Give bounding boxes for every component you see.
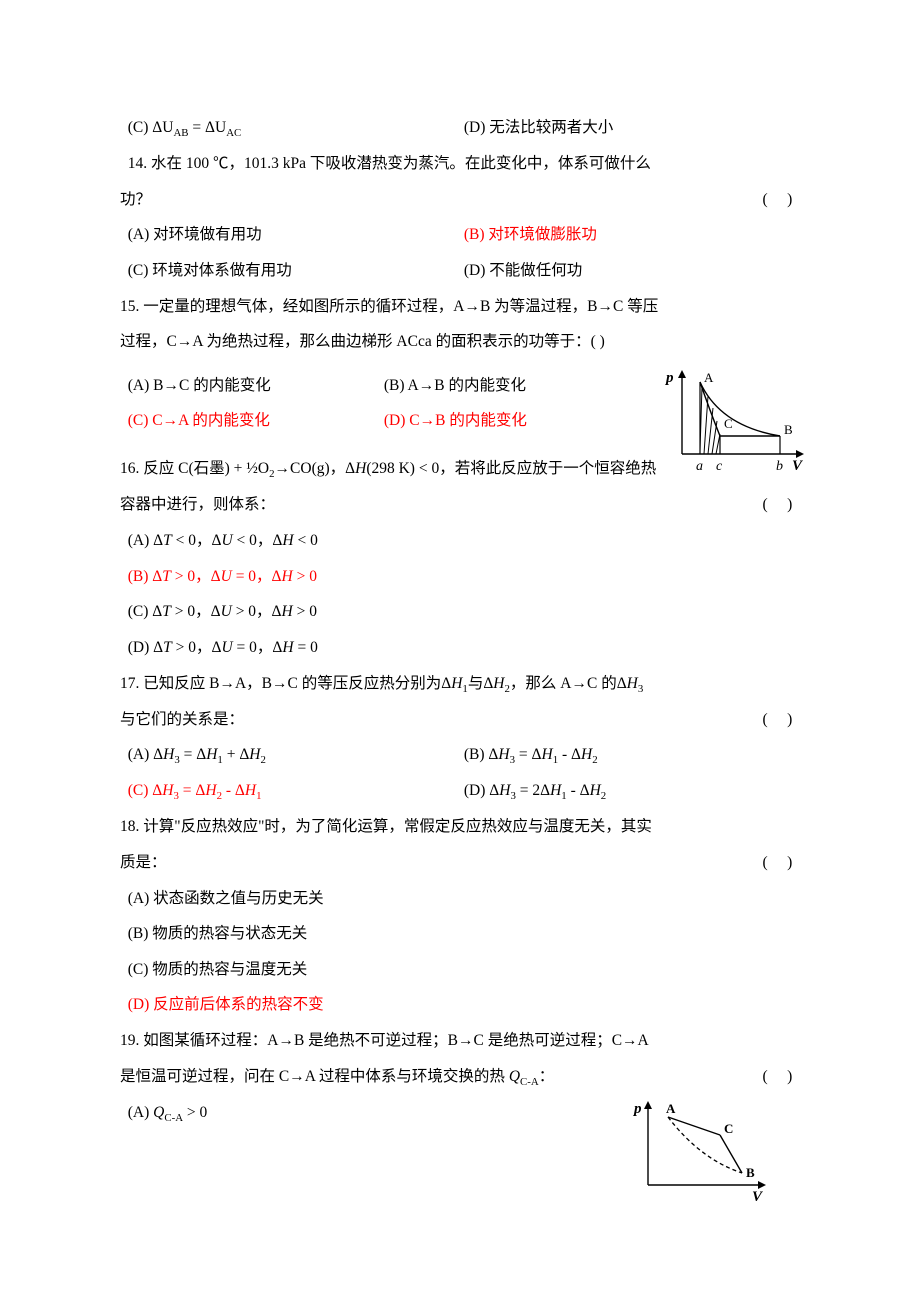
q14-stem-1: 14. 水在 100 ℃，101.3 kPa 下吸收潜热变为蒸汽。在此变化中，体… [120,146,800,182]
q18-stem-1: 18. 计算"反应热效应"时，为了简化运算，常假定反应热效应与温度无关，其实 [120,809,800,845]
q17-stem-2: 与它们的关系是： ( ) [120,702,800,738]
axis-p-label: p [664,370,674,386]
q14-opts-row2: (C) 环境对体系做有用功 (D) 不能做任何功 [120,253,800,289]
q16-opt-c: (C) ΔT > 0，ΔU > 0，ΔH > 0 [120,594,800,630]
q19-a-post: > 0 [183,1104,207,1121]
q19-stem-2: 是恒温可逆过程，问在 C→A 过程中体系与环境交换的热 QC-A： ( ) [120,1059,800,1095]
q16-s1d: (298 K) < 0，若将此反应放于一个恒容绝热 [366,460,656,477]
exam-page: (C) ΔUAB = ΔUAC (D) 无法比较两者大小 14. 水在 100 … [0,0,920,1264]
q17-s1c: 与Δ [468,675,493,692]
q19-body: p V A B C (A) QC-A > 0 [120,1095,800,1204]
q17-opt-b: (B) ΔH3 = ΔH1 - ΔH2 [464,737,800,773]
q15-options: (A) B→C 的内能变化 (B) A→B 的内能变化 (C) C→A 的内能变… [120,360,640,451]
q15-opt-c: (C) C→A 的内能变化 [128,403,384,439]
axis-p-label-2: p [632,1101,642,1117]
q16-paren: ( ) [763,487,800,523]
q13-opt-c: (C) ΔUAB = ΔUAC [128,110,464,146]
q14-opt-b: (B) 对环境做膨胀功 [464,217,800,253]
q16-opt-d: (D) ΔT > 0，ΔU = 0，ΔH = 0 [120,630,800,666]
pt-A: A [704,370,714,385]
q14-stem-2-text: 功？ [120,191,151,208]
q19-figure: p V A B C [630,1099,770,1204]
q13-opt-c-sub2: AC [226,127,241,139]
q17-opt-c: (C) ΔH3 = ΔH2 - ΔH1 [128,773,464,809]
q16-stem-2: 容器中进行，则体系： ( ) [120,487,800,523]
q13-options-row: (C) ΔUAB = ΔUAC (D) 无法比较两者大小 [120,110,800,146]
q17-s1e: ，那么 A→C 的Δ [510,675,627,692]
q13-opt-d: (D) 无法比较两者大小 [464,110,800,146]
q15-opt-d: (D) C→B 的内能变化 [384,403,640,439]
q17-H2: H [493,675,504,692]
pt-A2: A [666,1101,676,1116]
q18-opt-d: (D) 反应前后体系的热容不变 [120,987,800,1023]
pt-B: B [784,422,793,437]
q19-a-sub: C-A [164,1112,183,1124]
q17-paren: ( ) [763,702,800,738]
q17-opt-a: (A) ΔH3 = ΔH1 + ΔH2 [128,737,464,773]
q15-opt-b: (B) A→B 的内能变化 [384,368,640,404]
pt-C: C [724,416,733,431]
q17-row1: (A) ΔH3 = ΔH1 + ΔH2 (B) ΔH3 = ΔH1 - ΔH2 [120,737,800,773]
q14-stem-2: 功？ ( ) [120,182,800,218]
q17-s1a: 17. 已知反应 B→A，B→C 的等压反应热分别为Δ [120,675,451,692]
q14-stem-1-text: 14. 水在 100 ℃，101.3 kPa 下吸收潜热变为蒸汽。在此变化中，体… [128,155,651,172]
q19-s2a: 是恒温可逆过程，问在 C→A 过程中体系与环境交换的热 [120,1068,509,1085]
q15-stem-2: 过程，C→A 为绝热过程，那么曲边梯形 ACca 的面积表示的功等于：( ) [120,324,800,360]
q14-opts-row1: (A) 对环境做有用功 (B) 对环境做膨胀功 [120,217,800,253]
pt-C2: C [724,1121,733,1136]
q19-Q: Q [509,1068,520,1085]
q17-opt-d: (D) ΔH3 = 2ΔH1 - ΔH2 [464,773,800,809]
q17-sub3: 3 [638,683,643,695]
q17-H1: H [451,675,462,692]
q19-paren: ( ) [763,1059,800,1095]
q14-paren: ( ) [763,182,800,218]
q15-body: p V A B C a c b (A) B→C 的内能变化 (B) A→B 的内… [120,360,800,451]
q18-opt-c: (C) 物质的热容与温度无关 [120,952,800,988]
q16-stem-1: 16. 反应 C(石墨) + ½O2→CO(g)，ΔH(298 K) < 0，若… [120,451,800,487]
q16-s1b: →CO(g)，Δ [275,460,356,477]
q19-stem-1: 19. 如图某循环过程：A→B 是绝热不可逆过程；B→C 是绝热可逆过程；C→A [120,1023,800,1059]
q14-opt-c: (C) 环境对体系做有用功 [128,253,464,289]
q18-opt-a: (A) 状态函数之值与历史无关 [120,881,800,917]
q18-opt-b: (B) 物质的热容与状态无关 [120,916,800,952]
q16-opt-b: (B) ΔT > 0，ΔU = 0，ΔH > 0 [120,559,800,595]
q15-stem-1: 15. 一定量的理想气体，经如图所示的循环过程，A→B 为等温过程，B→C 等压 [120,289,800,325]
q13-opt-c-text1: (C) ΔU [128,119,174,136]
q17-H3: H [627,675,638,692]
axis-v-label-2: V [752,1189,764,1204]
q16-opt-a: (A) ΔT < 0，ΔU < 0，ΔH < 0 [120,523,800,559]
q19-a-q: Q [153,1104,164,1121]
q13-opt-c-sub1: AB [173,127,188,139]
q19-a-pre: (A) [128,1104,153,1121]
q15-opt-a: (A) B→C 的内能变化 [128,368,384,404]
q16-s2: 容器中进行，则体系： [120,496,275,513]
pv-cycle-icon: p V A B C [630,1099,770,1204]
q14-opt-d: (D) 不能做任何功 [464,253,800,289]
q14-opt-a: (A) 对环境做有用功 [128,217,464,253]
q19-Qsub: C-A [520,1076,539,1088]
q18-s2: 质是： [120,854,167,871]
pt-B2: B [746,1165,755,1180]
q17-stem-1: 17. 已知反应 B→A，B→C 的等压反应热分别为ΔH1与ΔH2，那么 A→C… [120,666,800,702]
q17-row2: (C) ΔH3 = ΔH2 - ΔH1 (D) ΔH3 = 2ΔH1 - ΔH2 [120,773,800,809]
q18-paren: ( ) [763,845,800,881]
q19-s2c: ： [539,1068,555,1085]
q16-s1a: 16. 反应 C(石墨) + ½O [120,460,269,477]
q16-s1c: H [355,460,366,477]
q17-s2: 与它们的关系是： [120,711,244,728]
q13-opt-c-text2: = ΔU [189,119,227,136]
q18-stem-2: 质是： ( ) [120,845,800,881]
